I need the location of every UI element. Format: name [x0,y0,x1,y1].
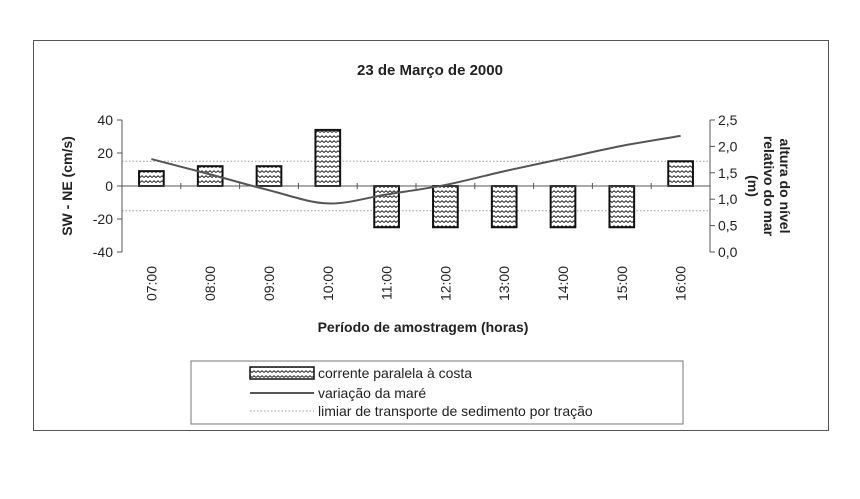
y-left-tick-label: 0 [105,178,113,194]
bar [490,185,518,229]
x-axis-label: Período de amostragem (horas) [318,319,529,335]
y-left-tick-label: -40 [93,244,113,260]
y-left-tick-label: 40 [97,112,113,128]
legend-label-bars: corrente paralela à costa [318,365,472,381]
axis-layer: 40 20 0 -20 -40 2,5 2,0 1,5 1,0 0,5 0,0 07:00 08:00 0… [93,112,738,301]
bar [549,185,577,229]
y-right-tick-label: 1,5 [718,165,738,181]
chart-title: 23 de Março de 2000 [357,62,503,79]
bar-layer [138,128,694,229]
legend: corrente paralela à costa variação da ma… [190,360,684,425]
x-tick-label: 11:00 [379,266,395,300]
y-right-tick-label: 2,5 [718,112,738,128]
y-right-tick-label: 2,0 [718,138,738,154]
y-left-tick-label: 20 [97,145,113,161]
y-axis-left-label: SW - NE (cm/s) [59,136,75,236]
y-right-tick-label: 0,5 [718,218,738,234]
x-tick-label: 13:00 [496,266,512,301]
legend-swatch-bars [249,366,315,380]
y-axis-right-label-line-2: relativo do mar [761,136,777,237]
y-axis-right-label-line-3: (m) [745,175,761,197]
bar [255,165,283,187]
x-tick-label: 12:00 [437,266,453,301]
y-axis-right-label-line-1: altura do nível [777,139,793,234]
legend-label-tide: variação da maré [318,385,426,401]
x-tick-label: 09:00 [261,266,277,301]
x-tick-label: 14:00 [555,266,571,301]
legend-label-threshold: limiar de transporte de sedimento por tr… [318,403,593,419]
y-right-tick-label: 1,0 [718,191,738,207]
x-tick-label: 08:00 [202,266,218,301]
x-tick-label: 15:00 [614,266,630,301]
x-tick-label: 10:00 [320,266,336,301]
x-tick-label: 16:00 [673,266,689,301]
bar [667,160,694,187]
x-tick-label: 07:00 [143,266,159,301]
line-layer [151,134,681,205]
y-right-tick-label: 0,0 [718,244,738,260]
y-axis-right-label: altura do nível relativo do mar (m) [745,136,793,237]
bar [608,185,636,229]
y-left-tick-label: -20 [93,211,113,227]
bar [314,128,342,187]
tide-line [151,134,681,205]
bar [432,185,459,229]
bar [138,170,165,187]
